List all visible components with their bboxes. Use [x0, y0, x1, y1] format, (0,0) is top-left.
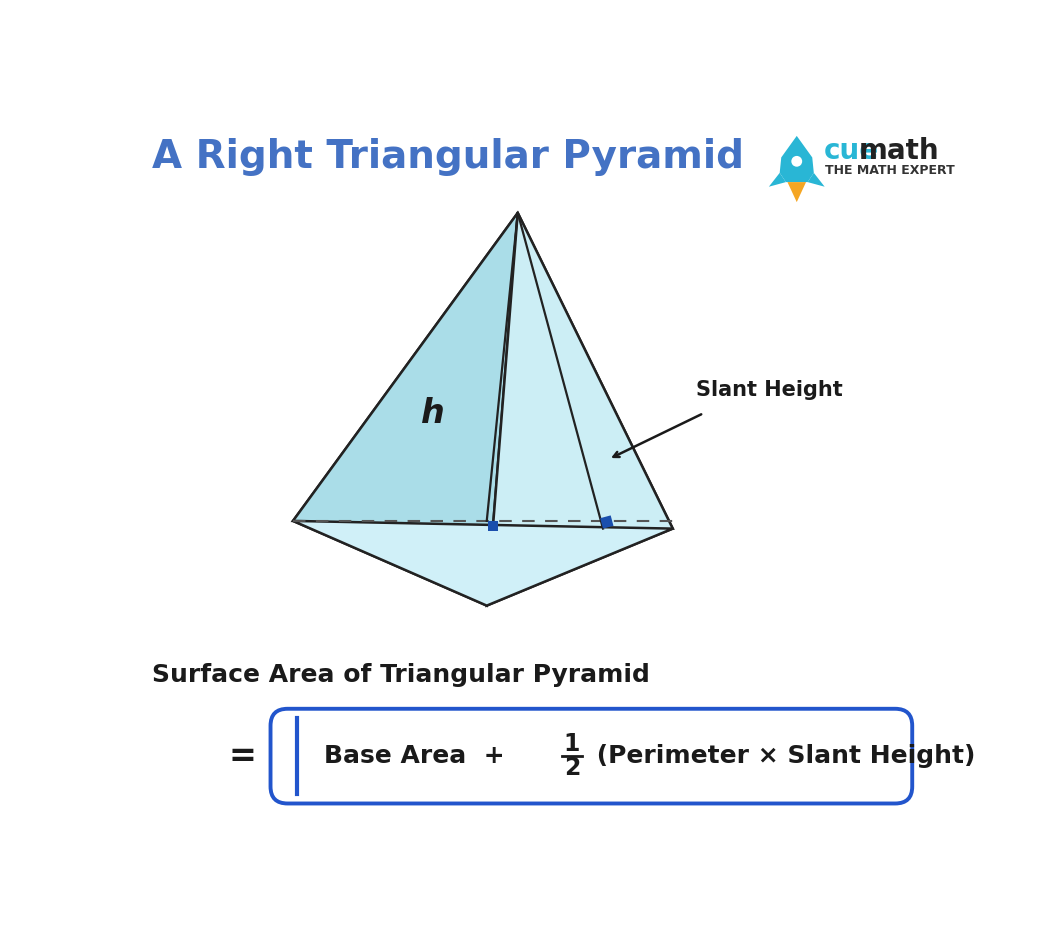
- Polygon shape: [808, 173, 824, 187]
- Polygon shape: [788, 182, 807, 202]
- Polygon shape: [293, 521, 673, 605]
- Polygon shape: [769, 173, 786, 187]
- Text: 1: 1: [564, 732, 580, 756]
- Polygon shape: [293, 212, 518, 605]
- Polygon shape: [487, 212, 673, 605]
- Text: math: math: [859, 137, 940, 165]
- Polygon shape: [600, 515, 614, 528]
- Text: (Perimeter × Slant Height): (Perimeter × Slant Height): [588, 744, 975, 768]
- FancyBboxPatch shape: [271, 709, 912, 804]
- Text: 2: 2: [564, 757, 580, 780]
- Polygon shape: [779, 136, 814, 182]
- Circle shape: [791, 156, 802, 166]
- Text: Surface Area of Triangular Pyramid: Surface Area of Triangular Pyramid: [152, 663, 650, 687]
- Text: A Right Triangular Pyramid: A Right Triangular Pyramid: [152, 138, 744, 177]
- Polygon shape: [293, 212, 673, 528]
- Text: THE MATH EXPERT: THE MATH EXPERT: [825, 164, 956, 177]
- Text: h: h: [421, 397, 444, 430]
- Text: Base Area  +: Base Area +: [324, 744, 504, 768]
- Text: Slant Height: Slant Height: [696, 380, 843, 400]
- Polygon shape: [489, 521, 498, 531]
- Text: =: =: [228, 740, 256, 773]
- Text: cue: cue: [824, 137, 879, 165]
